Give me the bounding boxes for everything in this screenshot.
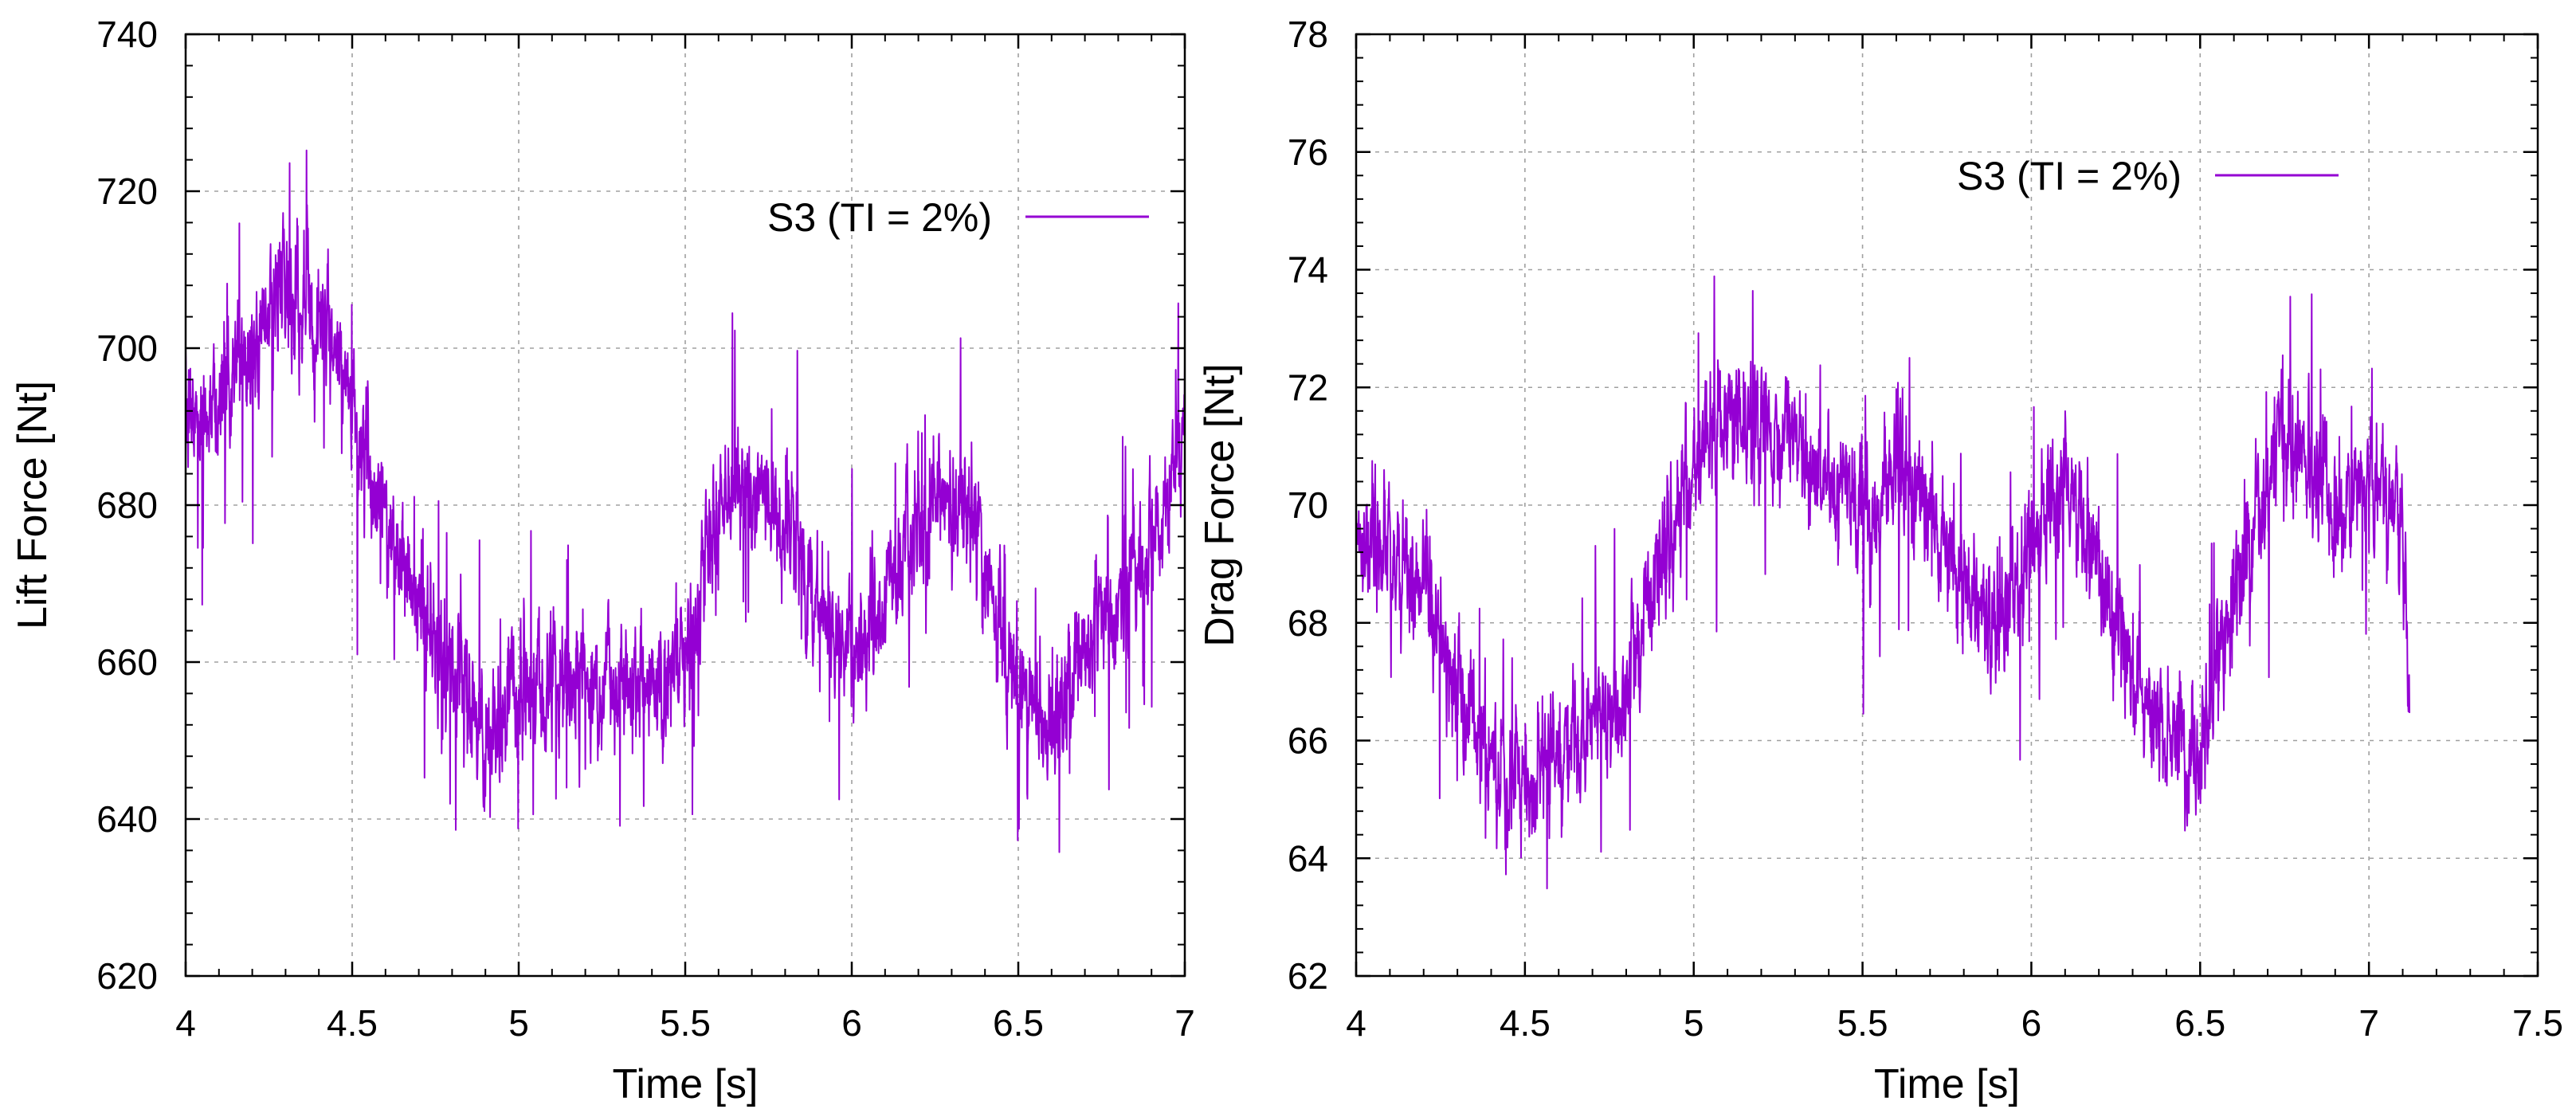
lift-force-chart: 4 4.5 5 5.5 6 6.5 7 620 640 660 680 700 720 740 Time…: [10, 14, 1195, 1107]
drag-xtick-label: 7.5: [2512, 1002, 2563, 1044]
drag-series-line: [1355, 275, 2410, 890]
lift-legend-label: S3 (TI = 2%): [767, 195, 992, 240]
drag-ytick-label: 68: [1288, 602, 1328, 644]
drag-ytick-label: 78: [1288, 14, 1328, 55]
drag-ytick-label: 64: [1288, 837, 1328, 879]
lift-ytick-label: 740: [96, 14, 158, 55]
drag-series-group: [1355, 275, 2410, 890]
drag-xtick-label: 6: [2021, 1002, 2042, 1044]
lift-xtick-labels: 4 4.5 5 5.5 6 6.5 7: [175, 1002, 1195, 1044]
lift-ytick-label: 700: [96, 327, 158, 369]
lift-xtick-label: 5.5: [660, 1002, 711, 1044]
drag-legend: S3 (TI = 2%): [1957, 154, 2339, 198]
lift-ytick-labels: 620 640 660 680 700 720 740: [96, 14, 158, 997]
drag-x-axis-title: Time [s]: [1874, 1061, 2020, 1107]
drag-ytick-label: 76: [1288, 131, 1328, 173]
drag-xtick-labels: 4 4.5 5 5.5 6 6.5 7 7.5: [1346, 1002, 2563, 1044]
lift-xtick-label: 4: [175, 1002, 196, 1044]
lift-ytick-label: 660: [96, 641, 158, 683]
lift-xtick-label: 5: [508, 1002, 529, 1044]
drag-ytick-label: 74: [1288, 249, 1328, 291]
drag-xtick-label: 4: [1346, 1002, 1366, 1044]
lift-x-axis-title: Time [s]: [613, 1061, 759, 1107]
lift-xtick-label: 7: [1174, 1002, 1195, 1044]
lift-xtick-label: 6: [841, 1002, 862, 1044]
drag-xtick-label: 4.5: [1500, 1002, 1551, 1044]
drag-xtick-label: 7: [2358, 1002, 2379, 1044]
lift-ytick-label: 680: [96, 484, 158, 526]
drag-xtick-label: 5.5: [1837, 1002, 1888, 1044]
drag-ytick-label: 72: [1288, 366, 1328, 408]
drag-ticks: [1355, 33, 2539, 978]
lift-ticks: [184, 33, 1186, 978]
drag-y-axis-title: Drag Force [Nt]: [1197, 363, 1243, 646]
lift-series-line: [185, 149, 1186, 853]
lift-ytick-label: 720: [96, 170, 158, 212]
drag-ytick-label: 66: [1288, 720, 1328, 762]
drag-force-chart: 4 4.5 5 5.5 6 6.5 7 7.5 62 64 66 68 70 72 74 76 78 Time…: [1197, 14, 2563, 1107]
drag-ytick-label: 62: [1288, 955, 1328, 997]
drag-xtick-label: 6.5: [2174, 1002, 2225, 1044]
drag-legend-label: S3 (TI = 2%): [1957, 154, 2182, 198]
lift-ytick-label: 620: [96, 955, 158, 997]
lift-series-group: [185, 149, 1186, 853]
lift-xtick-label: 4.5: [327, 1002, 378, 1044]
lift-ytick-label: 640: [96, 798, 158, 840]
drag-ytick-labels: 62 64 66 68 70 72 74 76 78: [1288, 14, 1328, 997]
lift-xtick-label: 6.5: [993, 1002, 1044, 1044]
drag-ytick-label: 70: [1288, 484, 1328, 526]
lift-legend: S3 (TI = 2%): [767, 195, 1149, 240]
drag-xtick-label: 5: [1684, 1002, 1704, 1044]
lift-y-axis-title: Lift Force [Nt]: [10, 381, 56, 629]
